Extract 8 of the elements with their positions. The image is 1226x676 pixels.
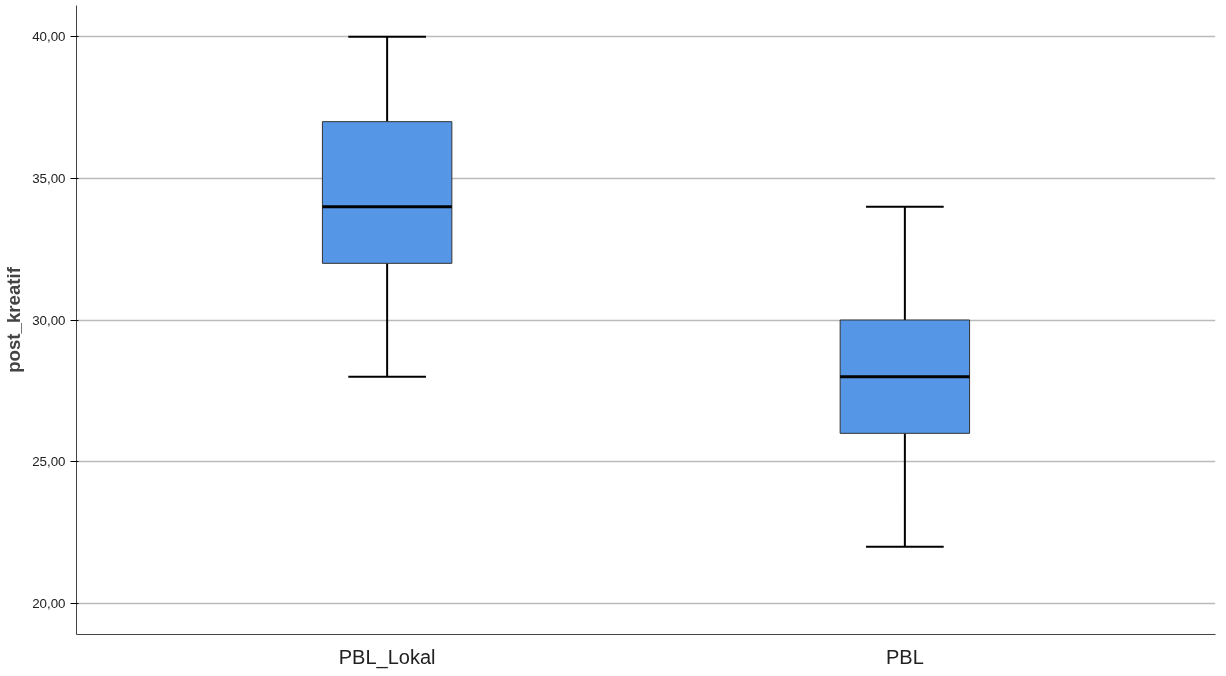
y-tick-label: 25,00 — [32, 454, 66, 470]
y-tick-label: 35,00 — [32, 170, 66, 186]
x-tick-label: PBL_Lokal — [338, 645, 436, 669]
y-tick-label: 40,00 — [32, 29, 66, 45]
x-tick-label: PBL — [885, 645, 924, 668]
y-tick-label: 30,00 — [32, 312, 66, 328]
y-axis-title: post_kreatif — [3, 266, 25, 373]
y-tick-label: 20,00 — [32, 595, 66, 611]
